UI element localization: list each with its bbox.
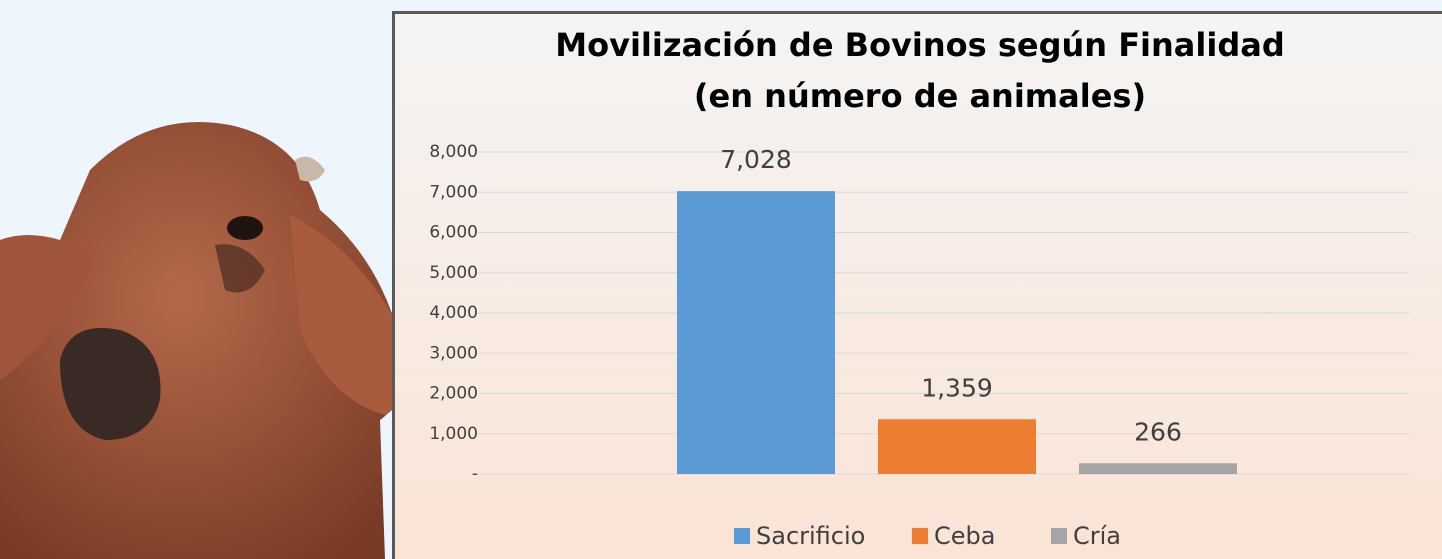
legend-swatch — [1051, 528, 1067, 544]
value-label: 7,028 — [720, 145, 792, 174]
chart-subtitle: (en número de animales) — [694, 77, 1146, 115]
cow-illustration — [0, 122, 405, 559]
y-tick-label: - — [472, 464, 478, 484]
y-tick-label: 5,000 — [429, 263, 478, 283]
y-tick-label: 1,000 — [429, 424, 478, 444]
chart-title: Movilización de Bovinos según Finalidad — [555, 26, 1284, 64]
value-label: 266 — [1134, 417, 1182, 446]
y-tick-label: 6,000 — [429, 223, 478, 243]
value-label: 1,359 — [921, 373, 993, 402]
legend-label: Cría — [1073, 522, 1121, 550]
y-tick-label: 4,000 — [429, 303, 478, 323]
y-tick-label: 3,000 — [429, 343, 478, 363]
chart: Movilización de Bovinos según Finalidad … — [0, 0, 1442, 559]
legend-swatch — [734, 528, 750, 544]
y-tick-label: 7,000 — [429, 182, 478, 202]
page: Movilización de Bovinos según Finalidad … — [0, 0, 1442, 559]
y-tick-label: 2,000 — [429, 384, 478, 404]
bar — [677, 191, 835, 474]
y-tick-label: 8,000 — [429, 142, 478, 162]
bar — [878, 419, 1036, 474]
legend-swatch — [912, 528, 928, 544]
legend-label: Ceba — [934, 522, 995, 550]
legend-label: Sacrificio — [756, 522, 865, 550]
bar — [1079, 463, 1237, 474]
